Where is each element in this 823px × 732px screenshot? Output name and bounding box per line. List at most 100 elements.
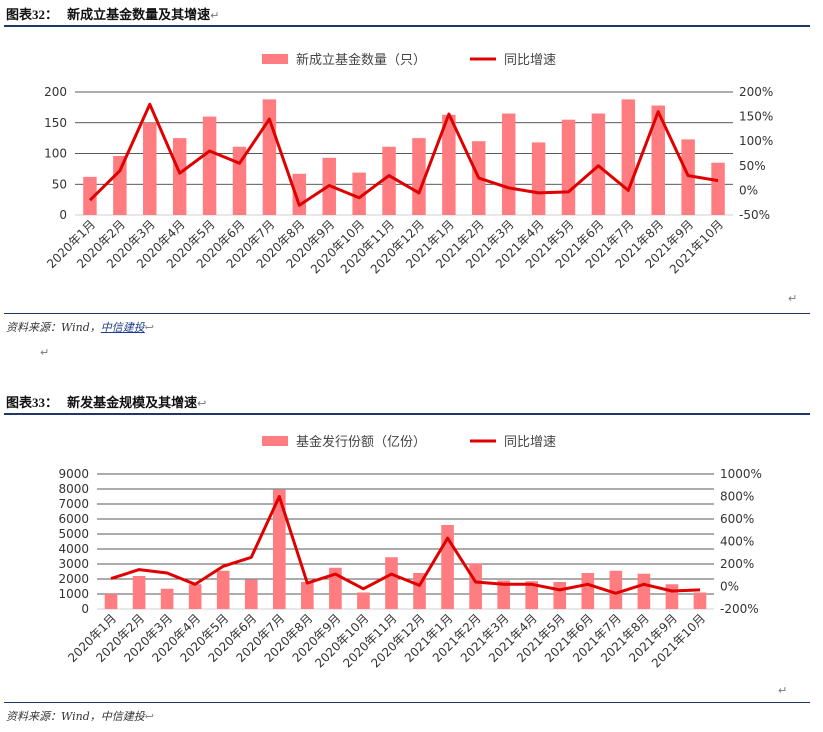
bar: [591, 113, 606, 215]
legend-label: 同比增速: [504, 53, 556, 68]
chart-new-funds-scale: 基金发行份额（亿份） 同比增速 01000200030004000500060007…: [58, 434, 762, 670]
bar: [172, 138, 187, 215]
y-tick-right: 600%: [720, 512, 754, 526]
y-tick-left: 4000: [58, 542, 89, 556]
y-tick-right: 0%: [720, 580, 739, 594]
title-rule: [4, 25, 810, 27]
y-tick-left: 50: [52, 177, 67, 191]
bar: [581, 573, 595, 609]
bar: [497, 580, 510, 609]
y-tick-right: 400%: [720, 535, 754, 549]
bar: [382, 146, 396, 215]
y-tick-right: -50%: [739, 208, 770, 222]
bar: [553, 582, 567, 609]
legend-label: 同比增速: [504, 435, 556, 450]
y-tick-right: 200%: [739, 85, 773, 99]
bar: [188, 584, 202, 609]
bar: [329, 567, 342, 609]
source-link[interactable]: 中信建投: [100, 321, 145, 334]
y-tick-right: 800%: [720, 490, 754, 504]
y-tick-right: 100%: [739, 134, 773, 148]
bar: [525, 581, 539, 609]
figure-title-prefix: 图表: [6, 396, 33, 411]
bar: [665, 584, 679, 609]
figure-title-number: 32: [32, 7, 46, 22]
figure-title-text: 新成立基金数量及其增速: [67, 8, 211, 23]
y-tick-left: 6000: [58, 512, 89, 526]
figure-title-text: 新发基金规模及其增速: [67, 396, 198, 411]
bar: [352, 172, 366, 215]
y-tick-left: 150: [44, 116, 67, 130]
bar: [637, 573, 651, 609]
source-label: 资料来源：Wind，: [6, 710, 101, 723]
source-rule: [4, 702, 810, 703]
bar: [104, 594, 118, 609]
legend-swatch-bar: [262, 54, 288, 64]
paragraph-mark: ↵: [788, 292, 798, 305]
bar: [681, 139, 695, 215]
bar: [143, 122, 157, 215]
growth-line: [88, 102, 719, 207]
figure-title-separator: ：: [45, 8, 59, 23]
bar: [244, 579, 258, 609]
bar: [621, 99, 636, 215]
bar: [202, 116, 217, 215]
figure-title-separator: ：: [45, 396, 59, 411]
source-note: 资料来源：Wind，中信建投↩: [6, 319, 154, 335]
bar: [113, 155, 127, 215]
bar: [651, 105, 665, 215]
y-tick-right: -200%: [720, 602, 759, 616]
y-tick-left: 9000: [58, 467, 89, 481]
y-tick-right: 50%: [739, 159, 766, 173]
y-tick-right: 1000%: [720, 467, 762, 481]
y-tick-right: 200%: [720, 557, 754, 571]
y-tick-left: 0: [81, 602, 89, 616]
y-tick-right: 150%: [739, 110, 773, 124]
y-tick-right: 0%: [739, 183, 758, 197]
bar: [357, 592, 370, 609]
legend-swatch-bar: [262, 436, 288, 446]
bar: [711, 162, 725, 215]
y-tick-left: 200: [44, 85, 67, 99]
bar: [561, 119, 576, 215]
bar: [232, 146, 247, 215]
y-tick-left: 1000: [58, 587, 89, 601]
y-tick-left: 7000: [58, 497, 89, 511]
y-tick-left: 8000: [58, 482, 89, 496]
y-tick-left: 2000: [58, 572, 89, 586]
bar: [272, 489, 286, 609]
paragraph-mark: ↩: [197, 397, 207, 410]
paragraph-mark: ↩: [144, 321, 154, 334]
figure-title-prefix: 图表: [6, 8, 33, 23]
bar: [501, 113, 516, 215]
bar: [132, 576, 146, 609]
paragraph-mark: ↵: [210, 9, 220, 22]
figure-title: 图表32： 新成立基金数量及其增速↵: [6, 4, 219, 23]
legend-label: 基金发行份额（亿份）: [296, 434, 426, 450]
legend-label: 新成立基金数量（只）: [296, 52, 426, 68]
bar: [442, 114, 456, 215]
bar: [469, 563, 482, 609]
bar: [385, 557, 398, 609]
bar: [412, 138, 426, 215]
y-tick-left: 100: [44, 147, 67, 161]
bar: [693, 592, 707, 609]
paragraph-mark: ↩: [144, 710, 154, 723]
bar: [160, 588, 174, 609]
source-link[interactable]: 中信建投: [100, 710, 145, 723]
bar: [301, 582, 314, 609]
paragraph-mark: ↵: [778, 684, 788, 697]
figure-title: 图表33： 新发基金规模及其增速↩: [6, 392, 206, 411]
bar: [216, 570, 230, 609]
y-tick-left: 3000: [58, 557, 89, 571]
bar: [262, 99, 277, 215]
bar: [531, 142, 546, 215]
title-rule: [4, 413, 810, 415]
paragraph-mark: ↵: [40, 346, 50, 359]
figure-title-number: 33: [32, 395, 46, 410]
source-label: 资料来源：Wind，: [6, 321, 101, 334]
y-tick-left: 0: [59, 208, 67, 222]
bar: [83, 176, 97, 215]
chart-new-funds-count: 新成立基金数量（只） 同比增速 0 50 100 150 200 -50% 0% 50% 100% 1…: [44, 52, 773, 276]
source-rule: [4, 313, 810, 314]
